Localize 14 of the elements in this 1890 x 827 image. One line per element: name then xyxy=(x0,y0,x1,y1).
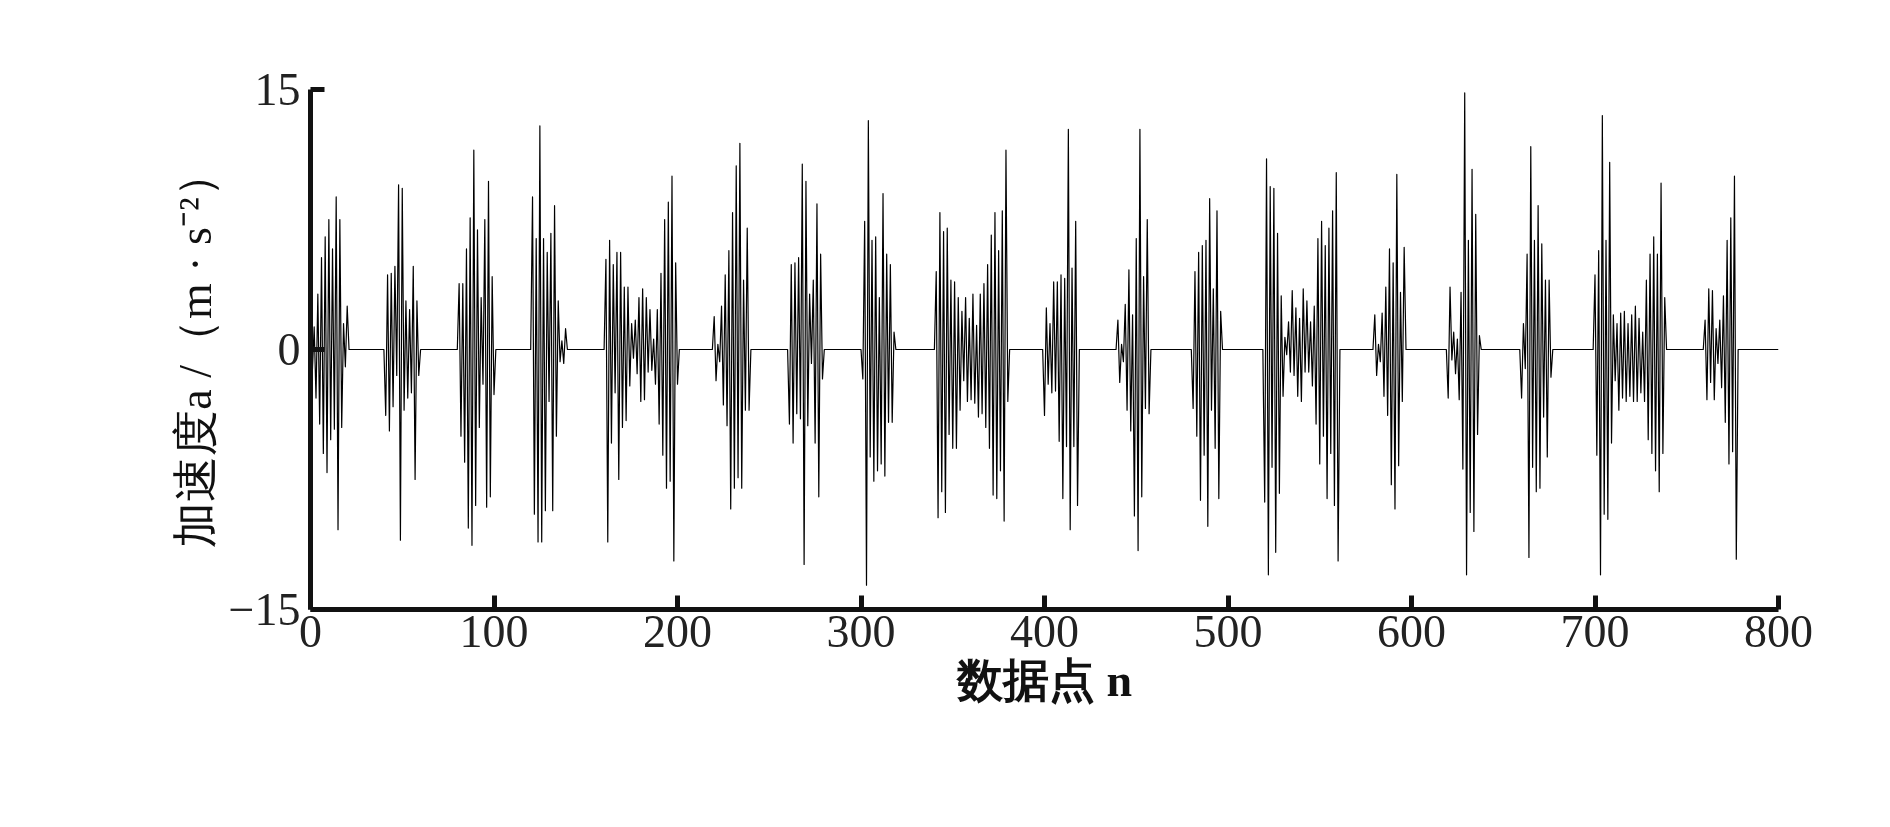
x-tick-label: 700 xyxy=(1560,605,1630,657)
y-axis-title: 加速度a /（m · s⁻²） xyxy=(169,151,221,548)
x-tick-label: 800 xyxy=(1744,605,1813,657)
x-tick-label: 600 xyxy=(1377,605,1446,657)
y-tick-label: 15 xyxy=(254,64,301,115)
x-tick-label: 100 xyxy=(459,605,529,657)
x-tick-label: 300 xyxy=(826,605,896,657)
x-tick-label: 500 xyxy=(1193,605,1263,657)
x-tick-label: 400 xyxy=(1010,605,1079,657)
y-tick-label: 0 xyxy=(277,324,301,375)
x-axis-title: 数据点 n xyxy=(955,654,1133,706)
y-tick-label: −15 xyxy=(228,584,301,635)
line-series xyxy=(310,92,1779,586)
x-tick-label: 200 xyxy=(643,605,712,657)
